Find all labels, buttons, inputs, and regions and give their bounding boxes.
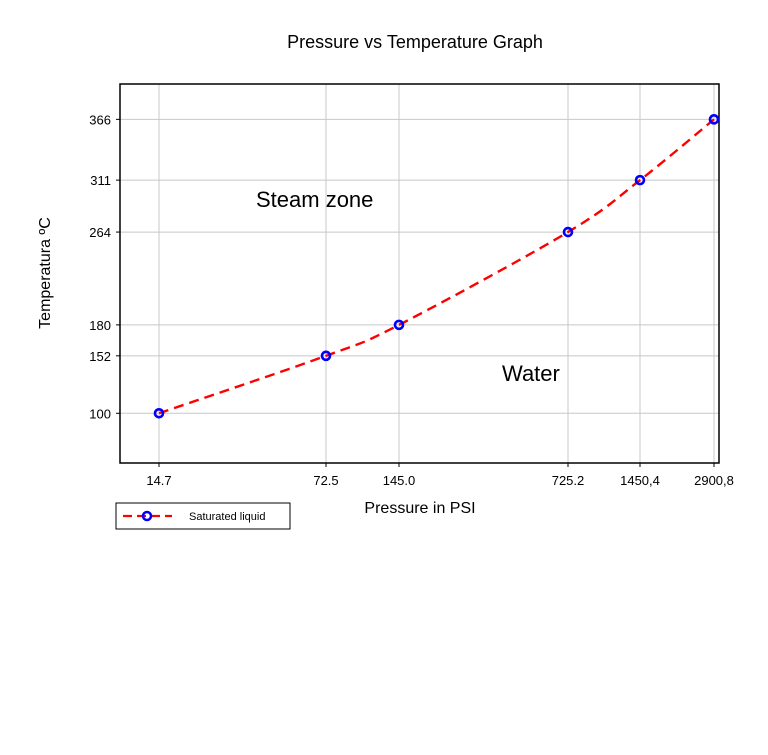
chart-title: Pressure vs Temperature Graph: [287, 32, 543, 52]
tick-marks: [116, 118, 715, 467]
x-tick-label: 2900,8: [694, 473, 734, 488]
y-axis-label: Temperatura ºC: [37, 217, 54, 329]
series-line: [158, 118, 715, 415]
data-point: [634, 174, 646, 186]
grid: [120, 84, 719, 463]
x-tick-label: 14.7: [146, 473, 171, 488]
series-saturated-liquid: [153, 114, 720, 419]
x-tick-label: 72.5: [313, 473, 338, 488]
y-tick-label: 311: [90, 173, 111, 188]
legend-marker-swatch: [141, 510, 153, 522]
x-tick-label: 145.0: [383, 473, 416, 488]
x-tick-label: 725.2: [552, 473, 585, 488]
x-tick-labels: 14.7 72.5 145.0 725.2 1450,4 2900,8: [146, 473, 734, 488]
annotation-water: Water: [502, 361, 560, 386]
y-tick-label: 264: [89, 225, 111, 240]
data-point: [153, 407, 165, 419]
y-tick-labels: 100 152 180 264 311 366: [89, 112, 111, 421]
data-point: [708, 114, 720, 125]
y-tick-label: 152: [89, 349, 111, 364]
x-axis-label: Pressure in PSI: [364, 500, 475, 517]
legend: Saturated liquid: [115, 502, 291, 530]
x-tick-label: 1450,4: [620, 473, 660, 488]
y-tick-label: 100: [89, 406, 111, 421]
y-tick-label: 366: [89, 112, 111, 127]
y-tick-label: 180: [89, 318, 111, 333]
legend-label: Saturated liquid: [189, 511, 265, 523]
data-point: [320, 350, 332, 362]
plot-area: [119, 83, 720, 464]
annotation-steam-zone: Steam zone: [256, 187, 373, 212]
data-point: [562, 226, 574, 238]
data-point: [393, 319, 405, 331]
